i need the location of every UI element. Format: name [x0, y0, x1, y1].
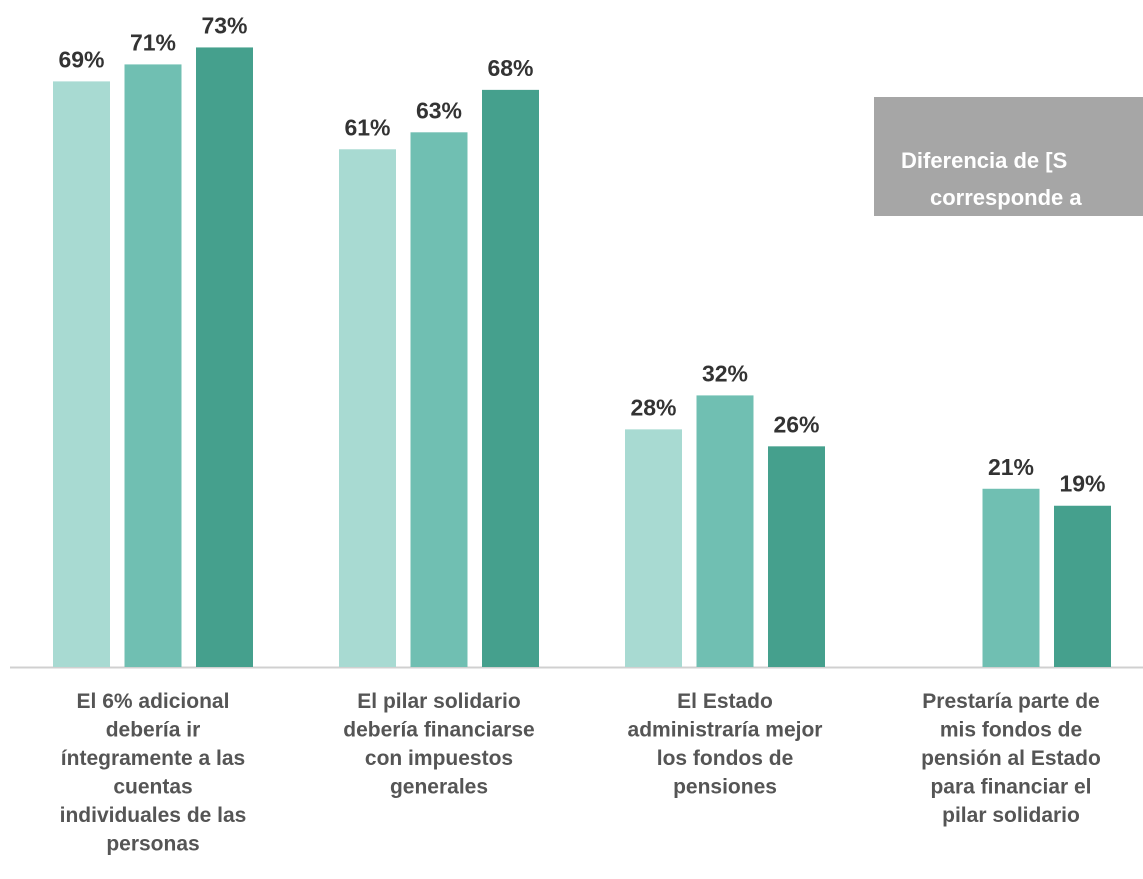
value-label: 68%: [487, 55, 533, 81]
category-label-line: Prestaría parte de: [922, 690, 1099, 713]
annotation: corresponde a: [930, 185, 1082, 210]
category-label-line: administraría mejor: [628, 719, 823, 742]
value-label: 61%: [344, 114, 390, 140]
value-label: 69%: [58, 46, 104, 72]
category-label-line: El 6% adicional: [77, 690, 230, 713]
category-label-line: con impuestos: [365, 747, 513, 770]
category-label: El Estado administraría mejor los fondos d…: [628, 690, 823, 799]
category-label-line: pensiones: [673, 776, 777, 799]
category-label-line: los fondos de: [657, 747, 794, 770]
category-label-line: individuales de las: [60, 804, 247, 827]
value-label: 28%: [630, 394, 676, 420]
bar: [196, 47, 253, 667]
bar: [625, 429, 682, 667]
category-label-line: íntegramente a las: [61, 747, 245, 770]
bar: [53, 81, 110, 667]
category-label-line: El pilar solidario: [357, 690, 520, 713]
value-label: 71%: [130, 29, 176, 55]
category-label-line: personas: [106, 833, 199, 856]
value-label: 32%: [702, 360, 748, 386]
bar: [124, 64, 182, 667]
category-label-line: generales: [390, 776, 488, 799]
category-label-line: pilar solidario: [942, 804, 1080, 827]
category-label-line: para financiar el: [930, 776, 1091, 799]
bar: [1054, 505, 1111, 667]
category-label: Prestaría parte de mis fondos de pensión a…: [921, 690, 1101, 827]
bar: [696, 395, 754, 667]
value-label: 73%: [201, 12, 247, 38]
bar: [410, 132, 468, 668]
bar: [768, 446, 825, 667]
category-label-line: debería financiarse: [343, 719, 534, 742]
bar: [982, 488, 1040, 667]
category-label-line: debería ir: [106, 719, 201, 742]
annotation-box: [874, 97, 1143, 216]
category-label-line: cuentas: [113, 776, 192, 799]
category-label: El 6% adicional debería ir íntegramente a …: [60, 690, 247, 856]
annotation: Diferencia de [S: [901, 148, 1067, 173]
value-label: 19%: [1059, 471, 1105, 497]
value-label: 21%: [988, 454, 1034, 480]
category-label-line: pensión al Estado: [921, 747, 1101, 770]
bar: [339, 149, 396, 668]
category-label-line: mis fondos de: [940, 719, 1082, 742]
bar: [482, 89, 539, 667]
value-label: 26%: [773, 411, 819, 437]
value-label: 63%: [416, 97, 462, 123]
category-label-line: El Estado: [677, 690, 773, 713]
category-label: El pilar solidario debería financiarse con…: [343, 690, 534, 799]
